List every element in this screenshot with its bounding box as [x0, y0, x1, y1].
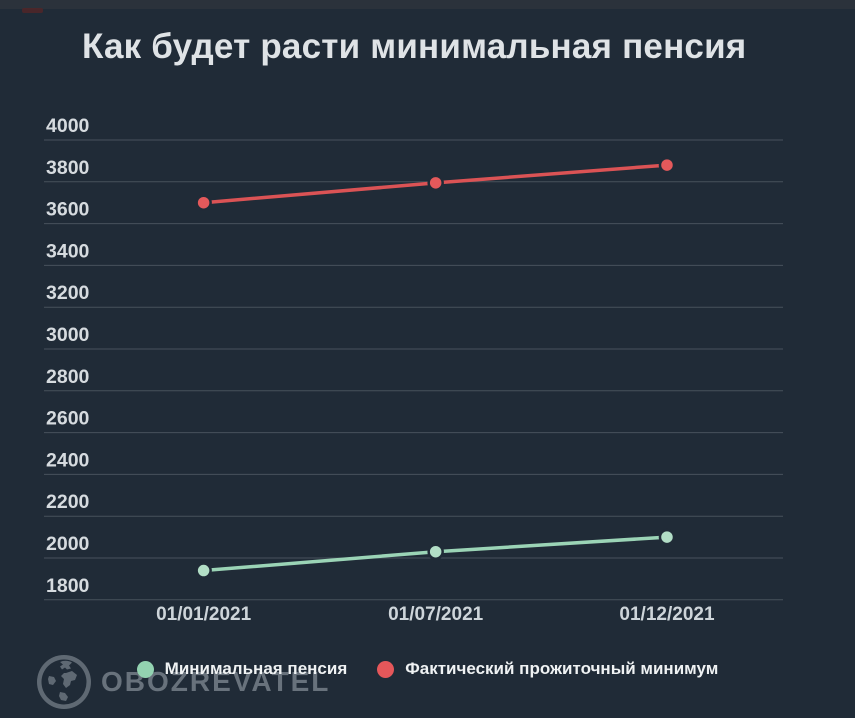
min-pension-point: [427, 543, 444, 560]
red-artifact-mark: [22, 8, 43, 13]
y-tick-label: 3800: [46, 157, 90, 179]
y-tick-label: 3000: [46, 324, 90, 346]
y-tick-label: 1800: [46, 575, 90, 597]
globe-icon: [36, 654, 92, 710]
legend-label-subsistence-min: Фактический прожиточный минимум: [405, 659, 719, 678]
y-tick-label: 3400: [46, 240, 90, 262]
x-tick-label: 01/12/2021: [619, 604, 715, 625]
y-tick-label: 2000: [46, 533, 90, 555]
y-tick-label: 4000: [46, 115, 90, 137]
subsistence-min-point: [658, 156, 676, 174]
subsistence-min-point: [195, 194, 212, 211]
legend-item-subsistence-min: Фактический прожиточный минимум: [377, 659, 718, 679]
legend-label-min-pension: Минимальная пенсия: [164, 659, 348, 678]
y-tick-label: 3200: [46, 282, 90, 304]
x-tick-label: 01/07/2021: [388, 604, 484, 625]
top-border-strip: [0, 0, 855, 9]
chart-title: Как будет расти минимальная пенсия: [82, 27, 747, 66]
min-pension-point: [658, 528, 676, 546]
y-tick-label: 3600: [46, 199, 90, 221]
y-tick-label: 2400: [46, 449, 90, 471]
y-tick-label: 2600: [46, 408, 90, 430]
y-tick-label: 2200: [46, 491, 90, 513]
chart-legend: Минимальная пенсия Фактический прожиточн…: [0, 653, 855, 685]
legend-item-min-pension: Минимальная пенсия: [136, 659, 348, 679]
legend-swatch-red: [377, 660, 395, 678]
x-tick-label: 01/01/2021: [156, 604, 252, 625]
legend-swatch-green: [136, 660, 154, 678]
y-tick-label: 2800: [46, 366, 90, 388]
min-pension-point: [195, 562, 212, 579]
subsistence-min-point: [427, 174, 444, 192]
